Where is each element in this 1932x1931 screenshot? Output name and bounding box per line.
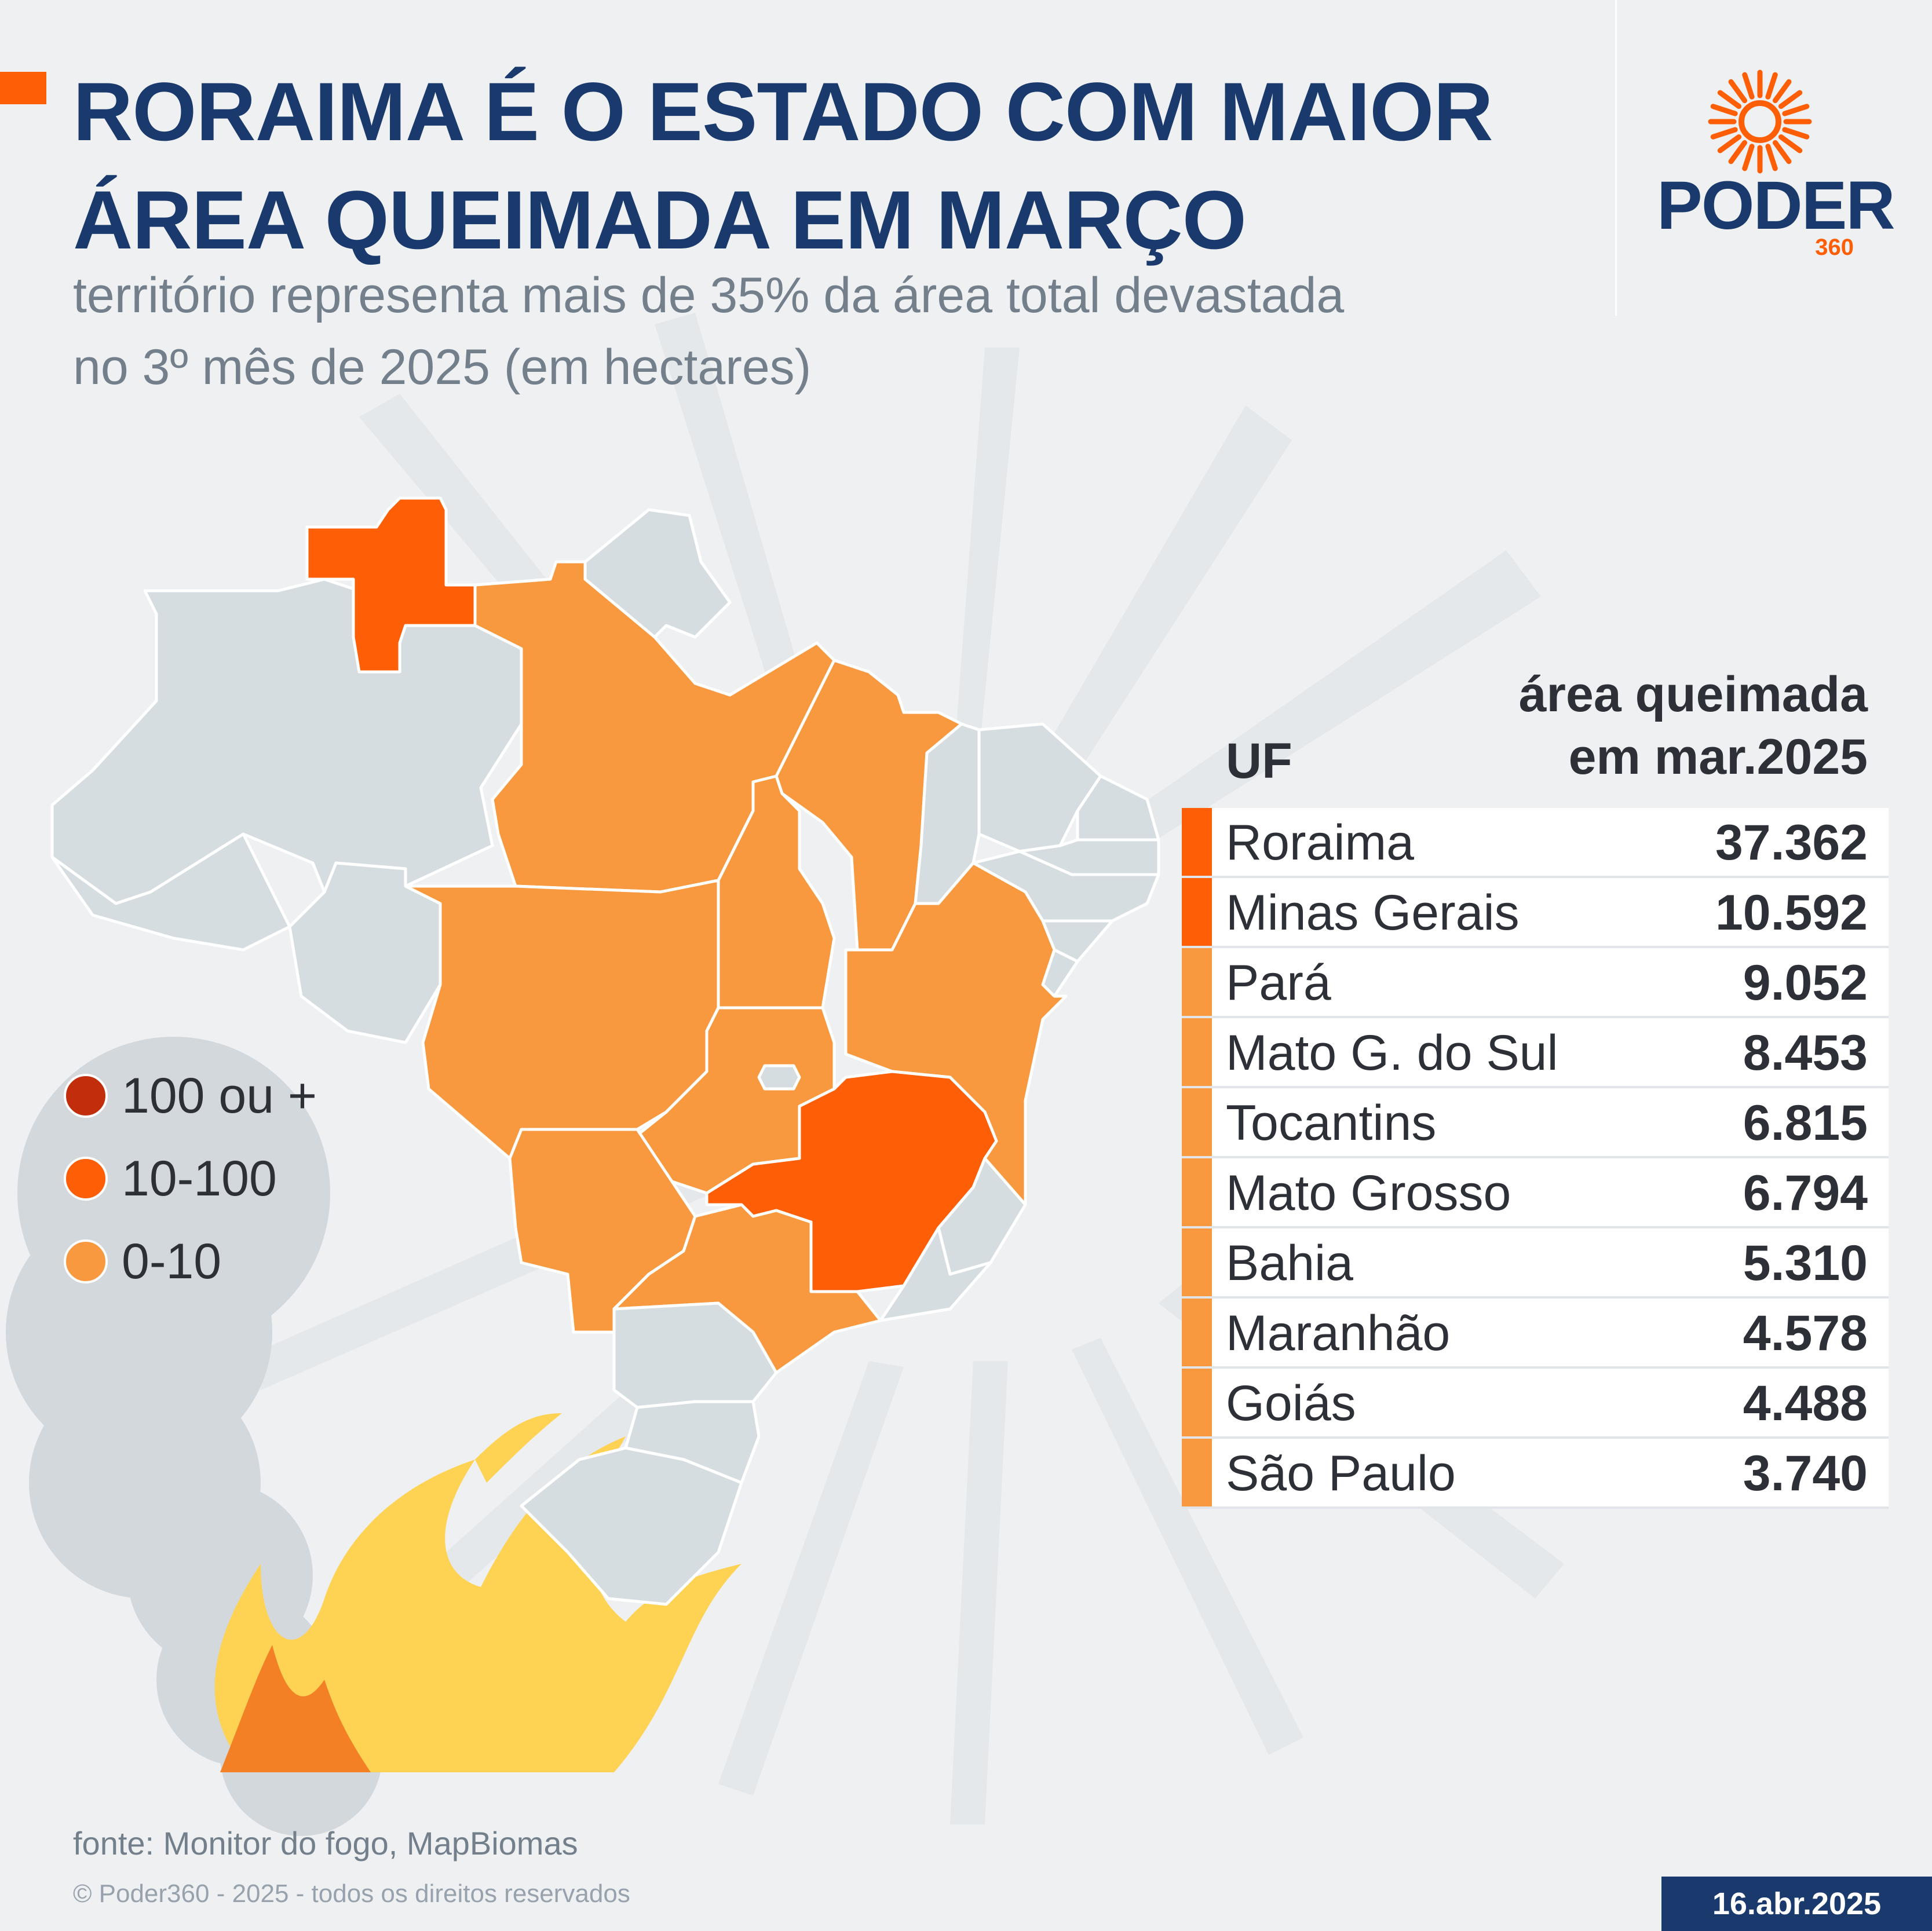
row-color-bar	[1182, 1439, 1212, 1506]
state-mato-grosso	[404, 879, 720, 1160]
sun-icon	[1708, 70, 1812, 174]
table-row: Goiás 4.488	[1182, 1369, 1889, 1439]
row-value: 9.052	[1743, 955, 1868, 1011]
row-color-bar	[1182, 1158, 1212, 1226]
subtitle-line-1: território representa mais de 35% da áre…	[73, 268, 1345, 323]
logo-number: 360	[1815, 235, 1854, 260]
source-note: fonte: Monitor do fogo, MapBiomas	[73, 1825, 578, 1861]
row-value: 10.592	[1715, 885, 1868, 941]
table-row: Pará 9.052	[1182, 948, 1889, 1018]
title-marker	[0, 72, 46, 104]
legend-label: 100 ou +	[122, 1067, 317, 1124]
row-color-bar	[1182, 1228, 1212, 1296]
row-color-bar	[1182, 808, 1212, 876]
table-row: Bahia 5.310	[1182, 1228, 1889, 1299]
row-state-name: Roraima	[1226, 815, 1414, 871]
row-state-name: Goiás	[1226, 1376, 1356, 1431]
logo-wordmark: PODER	[1657, 167, 1896, 244]
legend-swatch	[64, 1156, 108, 1201]
date-badge: 16.abr.2025	[1661, 1877, 1932, 1931]
row-color-bar	[1182, 878, 1212, 946]
state-amazonas	[50, 577, 523, 905]
row-value: 3.740	[1743, 1446, 1868, 1501]
legend-swatch	[64, 1239, 108, 1283]
row-value: 6.794	[1743, 1165, 1868, 1221]
row-value: 4.488	[1743, 1376, 1868, 1431]
row-color-bar	[1182, 1299, 1212, 1366]
row-value: 5.310	[1743, 1235, 1868, 1291]
row-state-name: Mato Grosso	[1226, 1165, 1511, 1221]
state-distrito-federal	[757, 1064, 801, 1091]
legend-swatch	[64, 1073, 108, 1118]
title-line-2: ÁREA QUEIMADA EM MARÇO	[73, 174, 1247, 266]
row-value: 6.815	[1743, 1095, 1868, 1151]
row-state-name: Tocantins	[1226, 1095, 1437, 1151]
row-value: 4.578	[1743, 1305, 1868, 1361]
row-state-name: São Paulo	[1226, 1446, 1456, 1501]
table-row: Tocantins 6.815	[1182, 1088, 1889, 1158]
page-subtitle: território representa mais de 35% da áre…	[73, 259, 1579, 403]
table-row: Minas Gerais 10.592	[1182, 878, 1889, 948]
flame-decoration	[214, 1413, 742, 1772]
table-row: Mato G. do Sul 8.453	[1182, 1018, 1889, 1088]
table-header-uf: UF	[1226, 733, 1292, 789]
table-row: São Paulo 3.740	[1182, 1439, 1889, 1509]
row-state-name: Bahia	[1226, 1235, 1353, 1291]
legend-item: 0-10	[64, 1220, 317, 1303]
row-value: 37.362	[1715, 815, 1868, 871]
map-legend: 100 ou + 10-100 0-10	[64, 1054, 317, 1303]
subtitle-line-2: no 3º mês de 2025 (em hectares)	[73, 339, 812, 395]
title-line-1: RORAIMA É O ESTADO COM MAIOR	[73, 66, 1493, 158]
row-state-name: Minas Gerais	[1226, 885, 1520, 941]
row-value: 8.453	[1743, 1025, 1868, 1081]
row-state-name: Maranhão	[1226, 1305, 1451, 1361]
table-row: Roraima 37.362	[1182, 808, 1889, 878]
table-row: Maranhão 4.578	[1182, 1299, 1889, 1369]
row-state-name: Pará	[1226, 955, 1331, 1011]
legend-item: 100 ou +	[64, 1054, 317, 1137]
row-color-bar	[1182, 1018, 1212, 1086]
row-state-name: Mato G. do Sul	[1226, 1025, 1558, 1081]
copyright-note: © Poder360 - 2025 - todos os direitos re…	[73, 1879, 630, 1908]
state-ceara	[977, 722, 1102, 853]
state-minas-gerais	[705, 1070, 998, 1293]
state-sao-paulo	[612, 1203, 882, 1374]
legend-label: 10-100	[122, 1150, 277, 1206]
table-row: Mato Grosso 6.794	[1182, 1158, 1889, 1228]
header-divider	[1615, 0, 1617, 316]
row-color-bar	[1182, 1369, 1212, 1436]
poder360-logo: PODER 360	[1657, 70, 1896, 266]
table-header-value: área queimada em mar.2025	[1519, 663, 1868, 788]
row-color-bar	[1182, 948, 1212, 1016]
table-header-value-line-1: área queimada	[1518, 667, 1868, 722]
table-header-value-line-2: em mar.2025	[1568, 729, 1868, 785]
page-title: RORAIMA É O ESTADO COM MAIOR ÁREA QUEIMA…	[73, 58, 1556, 275]
legend-label: 0-10	[122, 1233, 222, 1289]
row-color-bar	[1182, 1088, 1212, 1156]
table-body: Roraima 37.362 Minas Gerais 10.592 Pará 9.052…	[1182, 808, 1889, 1509]
state-rio-grande-do-sul	[520, 1446, 743, 1606]
legend-item: 10-100	[64, 1137, 317, 1220]
